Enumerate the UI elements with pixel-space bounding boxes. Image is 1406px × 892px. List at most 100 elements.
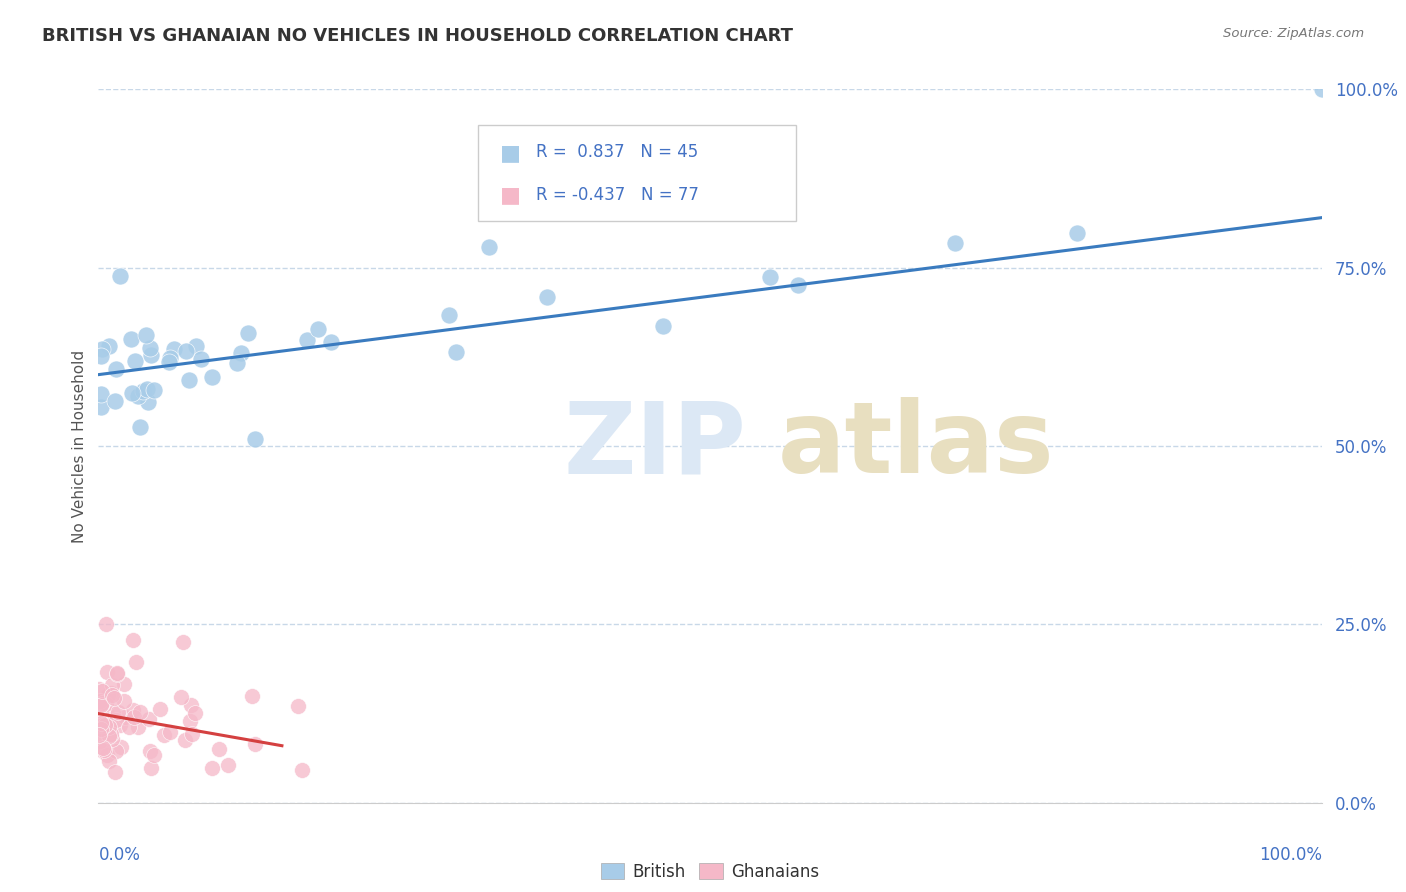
Point [651,319,673,334]
Point [96,715,118,730]
Point [135,382,157,396]
Point [173,733,195,747]
Point [319,335,342,350]
Point [100,727,122,741]
Point [142,747,165,762]
Point [87,728,110,742]
Point [105,744,128,758]
Point [104,393,127,408]
Point [96,617,118,632]
Point [129,705,152,719]
Point [104,362,127,376]
Point [100,686,122,700]
Bar [478,125,796,221]
Point [89,701,111,715]
Point [90,715,112,730]
Point [89,693,111,707]
Point [90,387,112,401]
Text: R =  0.837   N = 45: R = 0.837 N = 45 [536,143,699,161]
Point [105,713,128,727]
Point [97,729,120,743]
Point [180,698,202,712]
Point [89,734,111,748]
Point [90,698,112,712]
Point [96,707,118,722]
Point [110,739,132,754]
Point [143,383,166,397]
Point [184,339,207,353]
Point [112,677,135,691]
Point [943,235,966,250]
Point [105,665,128,680]
Point [108,269,131,284]
Point [96,665,118,679]
Point [226,356,249,370]
Point [110,718,132,732]
Point [139,341,162,355]
Text: BRITISH VS GHANAIAN NO VEHICLES IN HOUSEHOLD CORRELATION CHART: BRITISH VS GHANAIAN NO VEHICLES IN HOUSE… [42,27,793,45]
Point [93,721,115,735]
Point [478,240,501,254]
Point [787,277,810,292]
Point [121,385,143,400]
Point [179,373,201,387]
Text: 100.0%: 100.0% [1258,846,1322,863]
Point [90,401,112,415]
Text: Source: ZipAtlas.com: Source: ZipAtlas.com [1223,27,1364,40]
Point [90,697,112,711]
Point [101,706,124,721]
Point [135,327,157,342]
Point [138,712,160,726]
Point [287,698,309,713]
Point [96,748,118,763]
Point [163,342,186,356]
Point [89,698,111,713]
Point [169,690,191,705]
Point [217,757,239,772]
Point [159,351,181,366]
Point [127,389,149,403]
Point [107,705,129,719]
Text: ■: ■ [499,186,520,205]
Text: ZIP: ZIP [564,398,747,494]
Point [91,744,114,758]
Point [238,326,260,340]
Point [201,760,224,774]
Point [97,720,120,734]
Text: ■: ■ [499,143,520,162]
Point [122,632,145,647]
Point [101,688,124,702]
Text: atlas: atlas [778,398,1054,494]
Point [201,369,224,384]
Point [122,703,145,717]
Point [98,755,121,769]
Point [536,291,558,305]
Point [96,688,118,702]
Point [94,714,117,728]
Y-axis label: No Vehicles in Household: No Vehicles in Household [72,350,87,542]
Point [132,384,155,399]
Point [91,718,114,732]
Point [444,344,467,359]
Point [90,706,112,720]
Text: 0.0%: 0.0% [98,846,141,863]
Point [112,694,135,708]
Point [124,655,146,669]
Point [114,710,136,724]
Point [149,702,172,716]
Point [101,731,124,746]
Point [90,684,112,698]
Point [1310,82,1333,96]
Point [118,720,141,734]
Point [141,761,163,775]
Point [93,741,115,756]
Point [104,764,127,779]
Point [136,394,159,409]
Point [759,270,782,285]
Point [124,710,146,724]
Point [90,722,112,736]
Point [103,690,125,705]
Point [179,714,201,728]
Point [90,349,112,363]
Point [94,718,117,732]
